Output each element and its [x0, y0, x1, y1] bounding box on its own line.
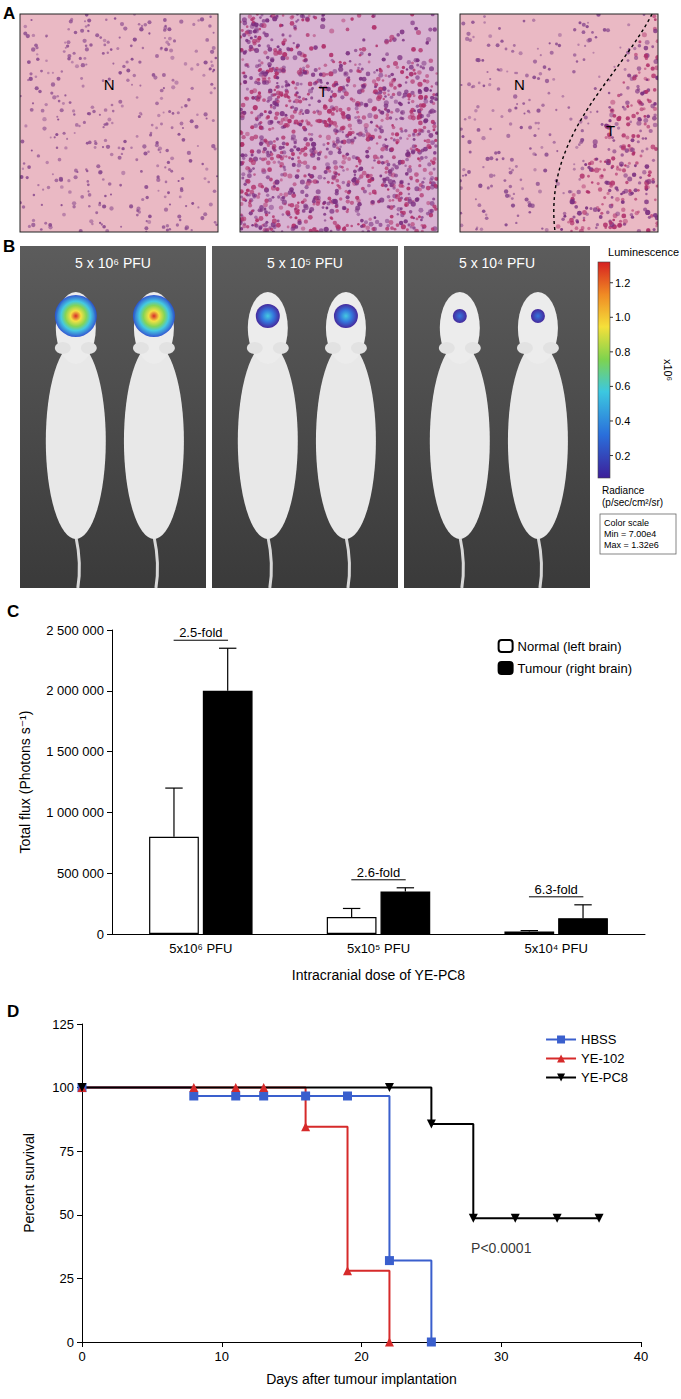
svg-text:2.5-fold: 2.5-fold: [179, 625, 222, 640]
svg-text:10: 10: [215, 1349, 229, 1364]
svg-text:x10⁶: x10⁶: [662, 359, 674, 381]
svg-text:P<0.0001: P<0.0001: [471, 1240, 532, 1256]
svg-text:C: C: [7, 602, 19, 621]
svg-text:2.6-fold: 2.6-fold: [357, 865, 400, 880]
svg-text:0.8: 0.8: [615, 346, 630, 358]
svg-text:5x10⁴ PFU: 5x10⁴ PFU: [524, 941, 587, 956]
svg-text:N: N: [514, 76, 525, 93]
svg-text:0.2: 0.2: [615, 450, 630, 462]
svg-text:500 000: 500 000: [57, 866, 104, 881]
svg-text:5 x 10⁵ PFU: 5 x 10⁵ PFU: [267, 255, 343, 271]
svg-text:T: T: [606, 122, 615, 139]
svg-text:1.2: 1.2: [615, 277, 630, 289]
svg-text:Percent survival: Percent survival: [21, 1133, 37, 1233]
svg-text:20: 20: [354, 1349, 368, 1364]
svg-text:30: 30: [494, 1349, 508, 1364]
svg-text:YE-PC8: YE-PC8: [581, 1070, 628, 1085]
svg-text:5x10⁶ PFU: 5x10⁶ PFU: [169, 941, 232, 956]
svg-text:Days after tumour implantation: Days after tumour implantation: [266, 1371, 457, 1387]
svg-text:50: 50: [60, 1207, 74, 1222]
svg-text:25: 25: [60, 1271, 74, 1286]
svg-text:Min = 7.00e4: Min = 7.00e4: [604, 529, 656, 539]
svg-text:T: T: [319, 83, 328, 100]
svg-text:2 500 000: 2 500 000: [46, 623, 104, 638]
svg-text:A: A: [3, 4, 15, 23]
svg-text:5x10⁵ PFU: 5x10⁵ PFU: [347, 941, 410, 956]
svg-text:2 000 000: 2 000 000: [46, 683, 104, 698]
svg-text:D: D: [7, 1002, 19, 1021]
svg-text:B: B: [3, 237, 15, 256]
svg-text:YE-102: YE-102: [581, 1051, 624, 1066]
svg-text:Tumour (right brain): Tumour (right brain): [518, 661, 632, 676]
svg-text:6.3-fold: 6.3-fold: [534, 882, 577, 897]
svg-text:Intracranial dose of YE-PC8: Intracranial dose of YE-PC8: [292, 967, 465, 983]
svg-text:75: 75: [60, 1144, 74, 1159]
svg-text:(p/sec/cm²/sr): (p/sec/cm²/sr): [602, 497, 663, 508]
svg-text:0.6: 0.6: [615, 380, 630, 392]
svg-text:0.4: 0.4: [615, 415, 630, 427]
svg-text:N: N: [104, 76, 115, 93]
svg-text:100: 100: [52, 1080, 74, 1095]
svg-text:5 x 10⁴ PFU: 5 x 10⁴ PFU: [459, 255, 535, 271]
svg-text:Normal (left brain): Normal (left brain): [518, 639, 622, 654]
svg-text:Color scale: Color scale: [604, 518, 649, 528]
svg-text:Total flux (Photons s⁻¹): Total flux (Photons s⁻¹): [17, 711, 33, 854]
svg-text:0: 0: [67, 1335, 74, 1350]
svg-text:Radiance: Radiance: [602, 485, 645, 496]
svg-text:Max = 1.32e6: Max = 1.32e6: [604, 540, 659, 550]
svg-text:0: 0: [97, 927, 104, 942]
svg-text:40: 40: [634, 1349, 648, 1364]
svg-text:Luminescence: Luminescence: [608, 246, 679, 258]
svg-text:1 500 000: 1 500 000: [46, 744, 104, 759]
svg-text:5 x 10⁶ PFU: 5 x 10⁶ PFU: [75, 255, 151, 271]
svg-text:1.0: 1.0: [615, 311, 630, 323]
svg-text:0: 0: [78, 1349, 85, 1364]
svg-text:1 000 000: 1 000 000: [46, 805, 104, 820]
svg-text:125: 125: [52, 1017, 74, 1032]
svg-text:HBSS: HBSS: [581, 1032, 617, 1047]
